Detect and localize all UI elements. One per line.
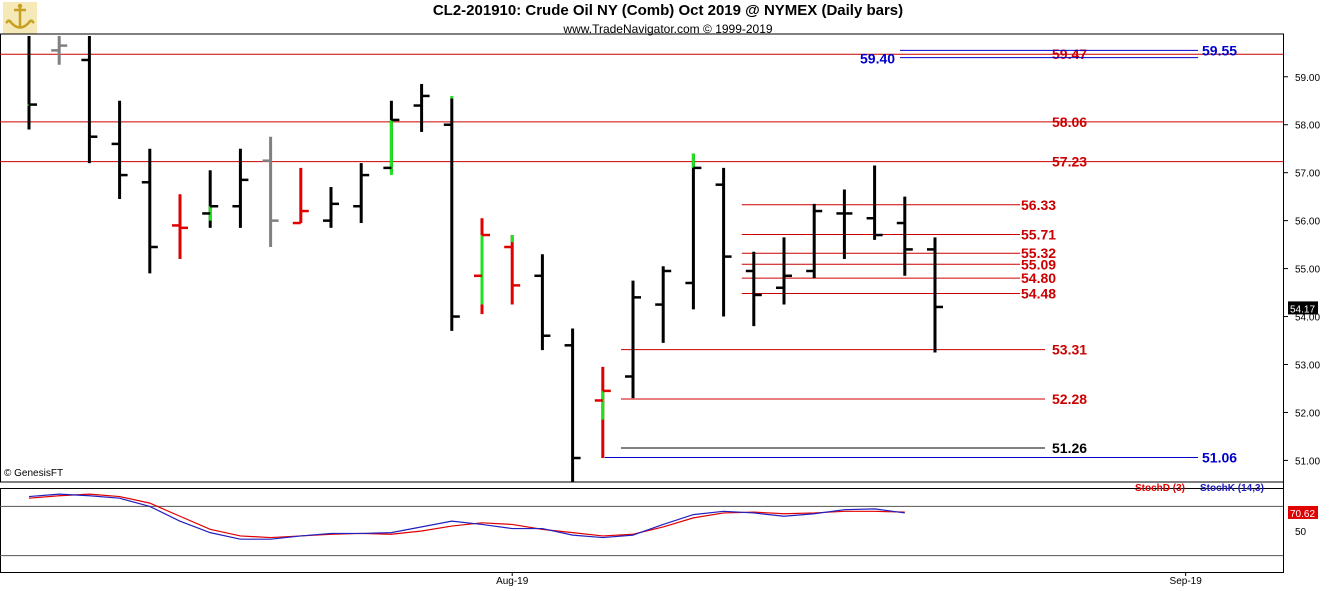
stoch-pane-frame — [0, 488, 1284, 573]
level-label-51.06: 51.06 — [1202, 450, 1237, 466]
price-tick-label: 56.00 — [1295, 217, 1320, 228]
price-tick-label: 52.00 — [1295, 408, 1320, 419]
level-label-59.55: 59.55 — [1202, 42, 1237, 58]
level-label-59.47: 59.47 — [1052, 46, 1087, 62]
price-tick-label: 58.00 — [1295, 121, 1320, 132]
stoch-value-box — [1288, 505, 1318, 519]
level-label-54.80: 54.80 — [1021, 270, 1056, 286]
last-price-box — [1288, 301, 1318, 315]
level-label-54.48: 54.48 — [1021, 286, 1056, 302]
price-tick-label: 55.00 — [1295, 265, 1320, 276]
time-tick-label: Sep-19 — [1170, 576, 1203, 587]
price-tick-label: 59.00 — [1295, 73, 1320, 84]
level-label-57.23: 57.23 — [1052, 154, 1087, 170]
price-tick-label: 51.00 — [1295, 456, 1320, 467]
price-pane-frame — [0, 33, 1284, 483]
watermark: © GenesisFT — [4, 468, 64, 479]
level-label-55.32: 55.32 — [1021, 245, 1056, 261]
stoch-d-line — [28, 493, 905, 539]
price-tick-label: 53.00 — [1295, 361, 1320, 372]
chart-title: CL2-201910: Crude Oil NY (Comb) Oct 2019… — [432, 2, 904, 19]
stoch-d-legend: StochD (3) — [1135, 483, 1185, 494]
price-tick-label: 57.00 — [1295, 169, 1320, 180]
level-label-55.71: 55.71 — [1021, 227, 1056, 243]
level-label-51.26: 51.26 — [1052, 440, 1087, 456]
stoch-value-label: 70.62 — [1290, 509, 1315, 520]
level-label-52.28: 52.28 — [1052, 391, 1087, 407]
anchor-logo-icon — [3, 2, 37, 34]
level-label-59.40: 59.40 — [860, 51, 895, 67]
stoch-k-legend: StochK (14,3) — [1200, 483, 1264, 494]
chart-subtitle: www.TradeNavigator.com © 1999-2019 — [563, 22, 773, 36]
time-tick-label: Aug-19 — [496, 576, 529, 587]
level-label-58.06: 58.06 — [1052, 114, 1087, 130]
level-label-55.09: 55.09 — [1021, 256, 1056, 272]
level-label-56.33: 56.33 — [1021, 197, 1056, 213]
level-label-53.31: 53.31 — [1052, 342, 1087, 358]
stoch-tick-label: 50 — [1295, 527, 1307, 538]
stoch-k-line — [28, 493, 905, 540]
price-tick-label: 54.00 — [1295, 313, 1320, 324]
last-price-label: 54.17 — [1290, 304, 1315, 315]
